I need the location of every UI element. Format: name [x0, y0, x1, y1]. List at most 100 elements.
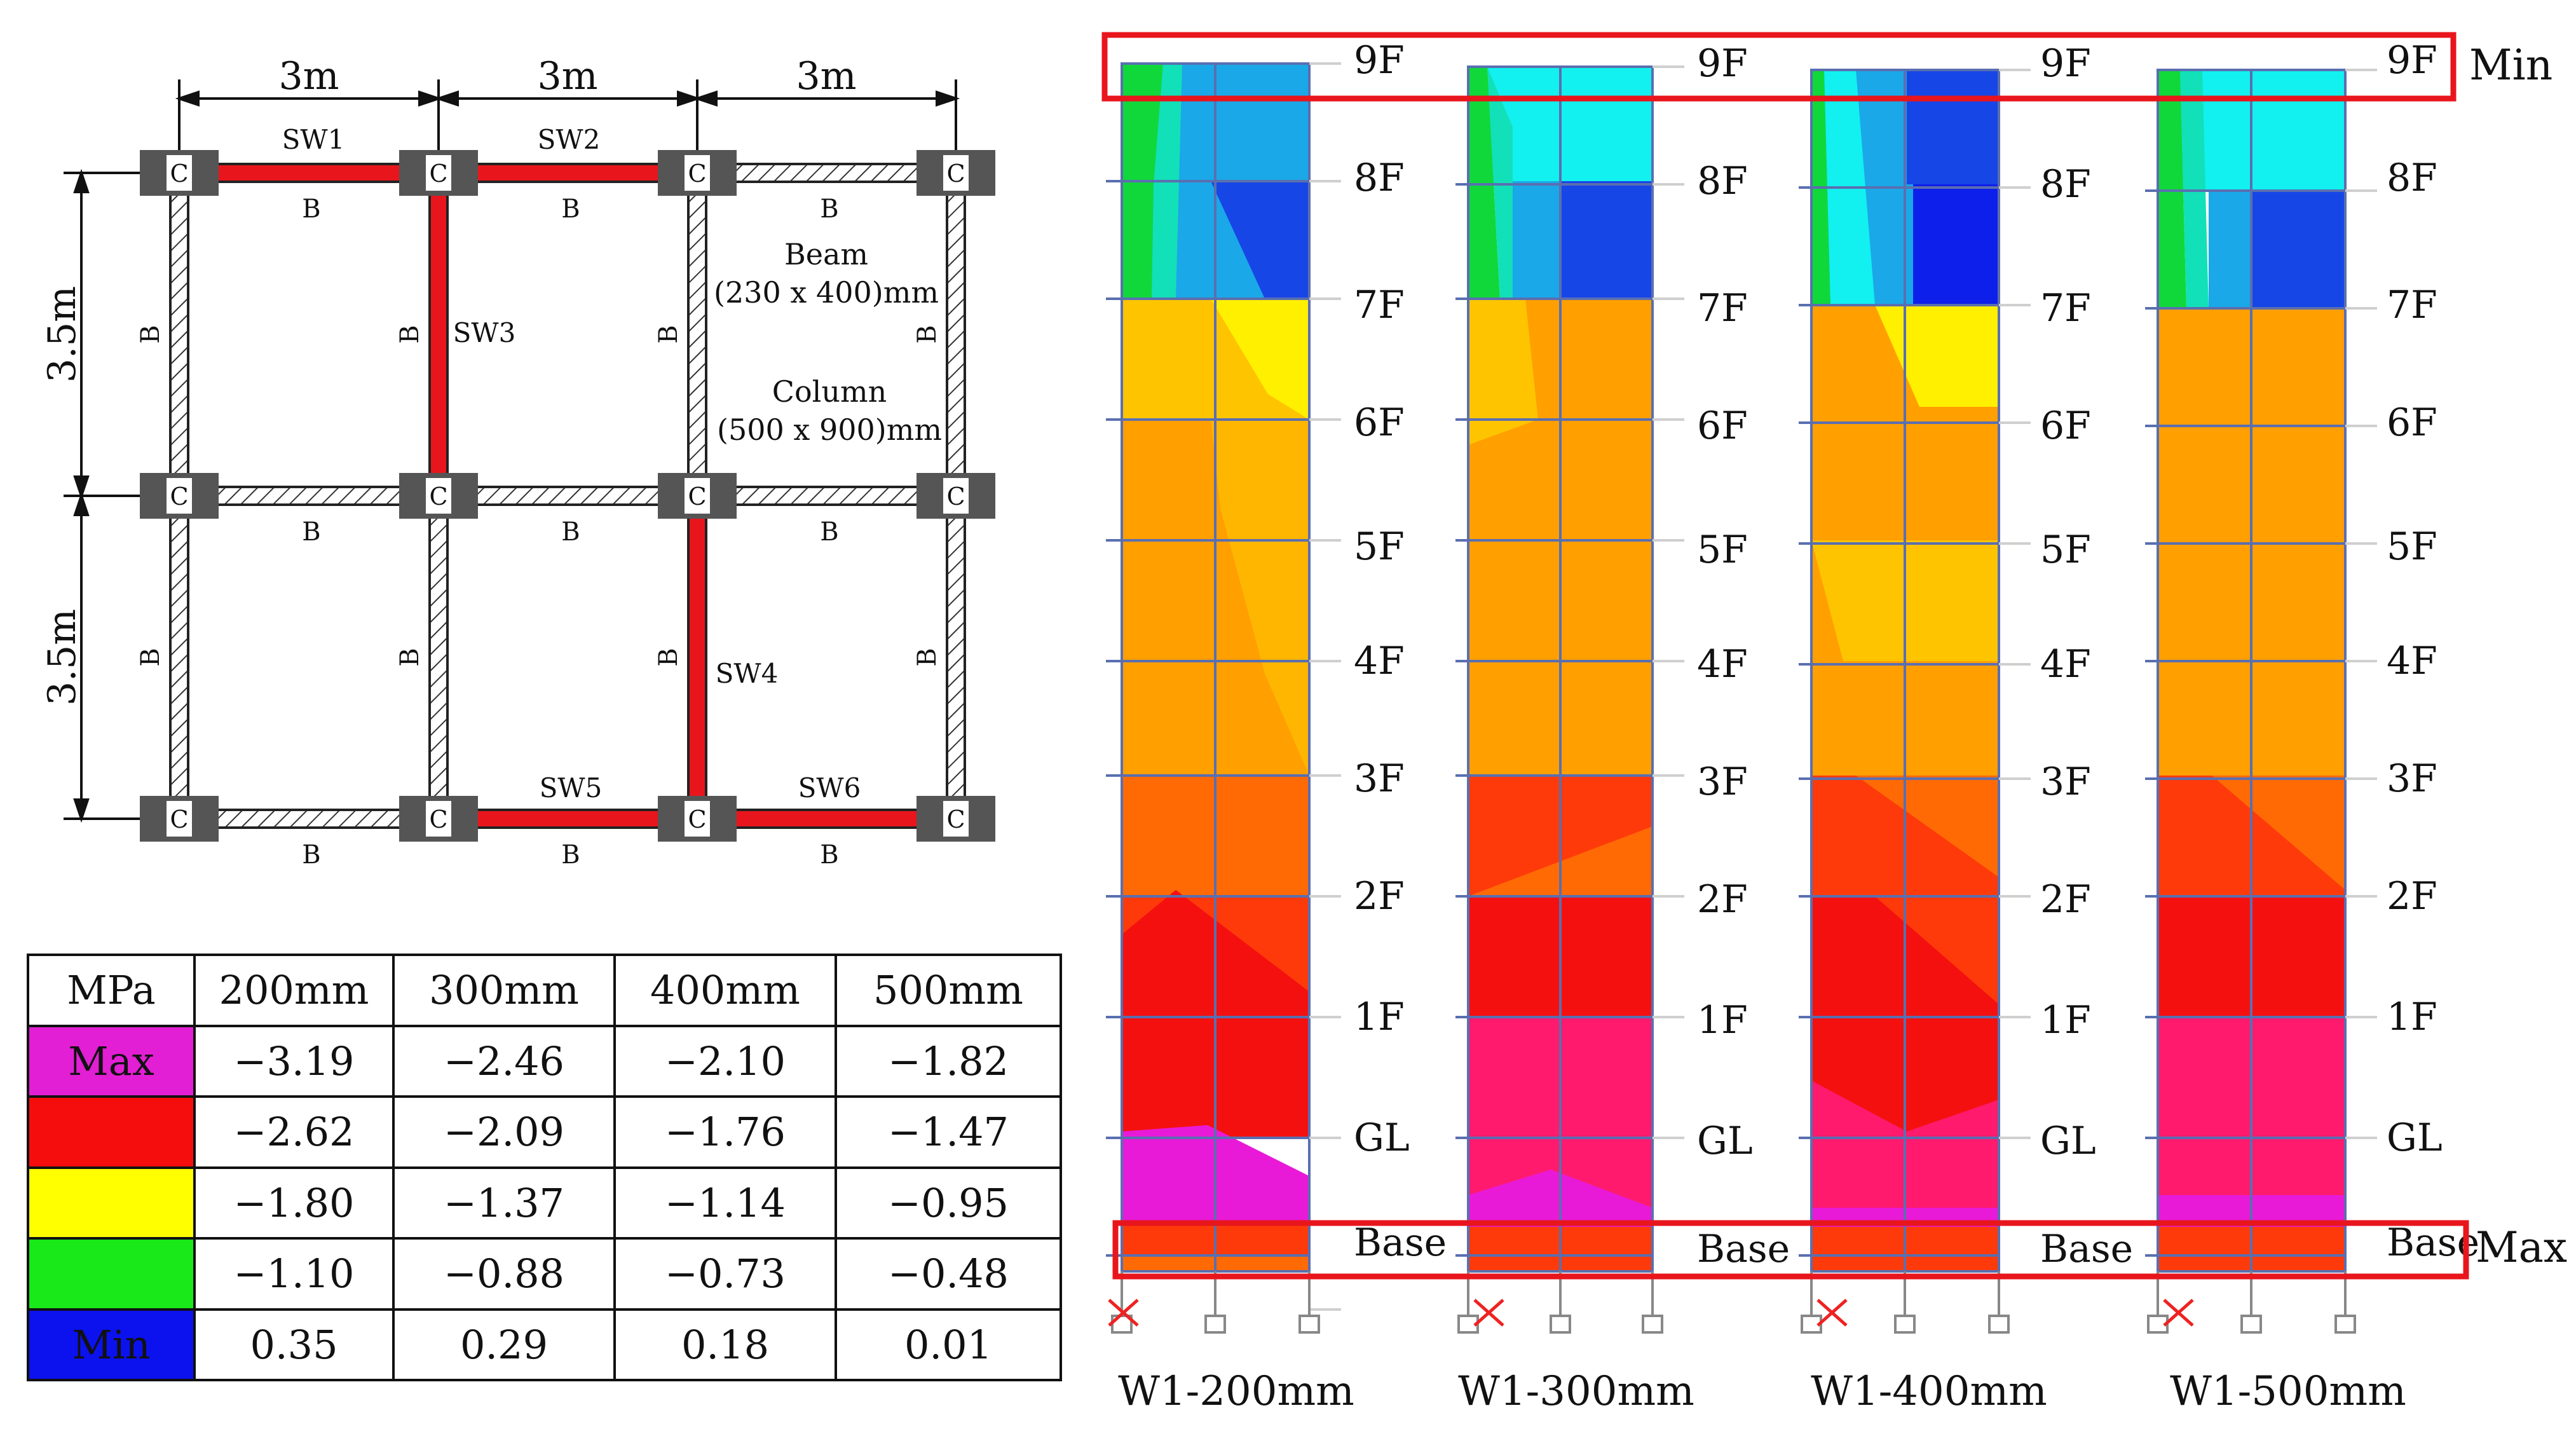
beam-size: (230 x 400)mm — [714, 275, 939, 310]
table-row: −1.10 −0.88 −0.73 −0.48 — [27, 1237, 1062, 1311]
table-row: −1.80 −1.37 −1.14 −0.95 — [27, 1166, 1062, 1240]
wall-label-sw1: SW1 — [282, 124, 345, 155]
span-x-2: 3m — [537, 54, 597, 99]
column-label: Column — [772, 374, 887, 409]
floor-label: 4F — [1354, 639, 1405, 683]
column-mark: C — [688, 482, 706, 510]
columns: C C C C C C C C C C C C — [140, 150, 995, 842]
floor-label: GL — [2387, 1116, 2443, 1160]
table-cell: −0.48 — [835, 1237, 1062, 1311]
floor-label: 8F — [2387, 156, 2437, 200]
color-swatch-green — [27, 1237, 196, 1311]
column-mark: C — [429, 805, 447, 833]
floor-label: 6F — [1354, 400, 1405, 445]
floor-label: Base — [2040, 1227, 2133, 1271]
beam-mark: B — [561, 840, 580, 870]
max-highlight-box — [1112, 1220, 2469, 1280]
min-label: Min — [2469, 41, 2552, 90]
table-cell: −2.10 — [613, 1024, 837, 1098]
span-x-1: 3m — [278, 54, 339, 99]
table-cell: −2.62 — [193, 1095, 395, 1169]
floor-label: 1F — [1354, 995, 1405, 1039]
floor-lines — [1106, 180, 2345, 1257]
floor-label: 2F — [2040, 877, 2091, 922]
floor-label: 9F — [1354, 38, 1405, 83]
stress-elevations: 9F 8F 7F 6F 5F 4F 3F 2F 1F GL Base 9F 8F 7F 6F 5F 4F 3F 2F… — [1101, 32, 2567, 1415]
floor-label: Base — [1354, 1221, 1447, 1265]
column-mark: C — [170, 160, 188, 188]
min-highlight-box — [1101, 32, 2457, 102]
floor-label: GL — [2040, 1119, 2096, 1163]
axis-marker-icons — [1108, 1299, 2194, 1327]
floor-label: Base — [1697, 1227, 1790, 1271]
floor-label: 9F — [1697, 41, 1748, 86]
table-row: −2.62 −2.09 −1.76 −1.47 — [27, 1095, 1062, 1169]
beam-mark: B — [820, 517, 838, 547]
span-y-2: 3.5m — [40, 609, 85, 706]
floor-label: 9F — [2387, 38, 2437, 83]
floor-label: 4F — [2387, 639, 2437, 683]
dimension-left — [64, 168, 149, 823]
floor-label: 7F — [2040, 286, 2091, 331]
table-cell: 0.35 — [193, 1308, 395, 1381]
floor-label: GL — [1354, 1116, 1410, 1160]
column-mark: C — [946, 805, 965, 833]
wall-name-300: W1-300mm — [1458, 1368, 1694, 1415]
beam-mark: B — [561, 517, 580, 547]
floor-label: 1F — [2040, 998, 2091, 1043]
beam-mark: B — [913, 648, 942, 666]
span-x-3: 3m — [796, 54, 856, 99]
table-cell: −1.80 — [193, 1166, 395, 1240]
floor-label: 1F — [1697, 998, 1748, 1043]
floor-label: 8F — [1354, 156, 1405, 200]
column-grid — [140, 150, 995, 842]
beam-mark: B — [913, 325, 942, 343]
table-cell: −0.88 — [392, 1237, 616, 1311]
floor-label: 6F — [2387, 400, 2437, 445]
floor-label: 5F — [1354, 524, 1405, 569]
table-cell: −1.14 — [613, 1166, 837, 1240]
beam-mark: B — [820, 840, 838, 870]
floor-label: 8F — [1697, 159, 1748, 203]
column-mark: C — [170, 805, 188, 833]
floor-label: 2F — [1354, 874, 1405, 919]
beam-mark: B — [654, 325, 683, 343]
floor-plan: 3m 3m 3m 3.5m 3.5m — [40, 54, 995, 870]
floor-label: 8F — [2040, 162, 2091, 207]
wall-label-sw2: SW2 — [538, 124, 601, 155]
table-cell: −1.37 — [392, 1166, 616, 1240]
table-row: Min 0.35 0.29 0.18 0.01 — [27, 1308, 1062, 1381]
beam-mark: B — [561, 195, 580, 224]
column-mark: C — [170, 482, 188, 510]
table-cell: −1.76 — [613, 1095, 837, 1169]
table-cell: 0.01 — [835, 1308, 1062, 1381]
table-header-cell: 500mm — [835, 954, 1062, 1027]
beam-mark: B — [136, 325, 165, 343]
max-label: Max — [2476, 1223, 2567, 1272]
wall-label-sw4: SW4 — [716, 658, 779, 689]
table-cell: 0.18 — [613, 1308, 837, 1381]
table-cell: −0.95 — [835, 1166, 1062, 1240]
floor-label: 4F — [1697, 642, 1748, 687]
floor-label: 3F — [2040, 760, 2091, 804]
table-header-cell: 300mm — [392, 954, 616, 1027]
floor-label: 5F — [1697, 528, 1748, 572]
column-mark: C — [946, 160, 965, 188]
wall-name-500: W1-500mm — [2170, 1368, 2406, 1415]
table-cell: −2.46 — [392, 1024, 616, 1098]
color-swatch-red — [27, 1095, 196, 1169]
table-cell: −1.10 — [193, 1237, 395, 1311]
beam-label: Beam — [784, 237, 868, 271]
column-size: (500 x 900)mm — [717, 413, 942, 447]
beam-mark: B — [302, 840, 320, 870]
floor-label: 3F — [2387, 756, 2437, 801]
table-cell: 0.29 — [392, 1308, 616, 1381]
beam-mark: B — [136, 648, 165, 666]
floor-label: 6F — [1697, 404, 1748, 448]
floor-label: 4F — [2040, 642, 2091, 687]
color-swatch-max: Max — [27, 1024, 196, 1098]
beam-mark: B — [395, 648, 425, 666]
beam-mark: B — [302, 195, 320, 224]
floor-label: 1F — [2387, 995, 2437, 1039]
floor-label: 7F — [1354, 283, 1405, 327]
